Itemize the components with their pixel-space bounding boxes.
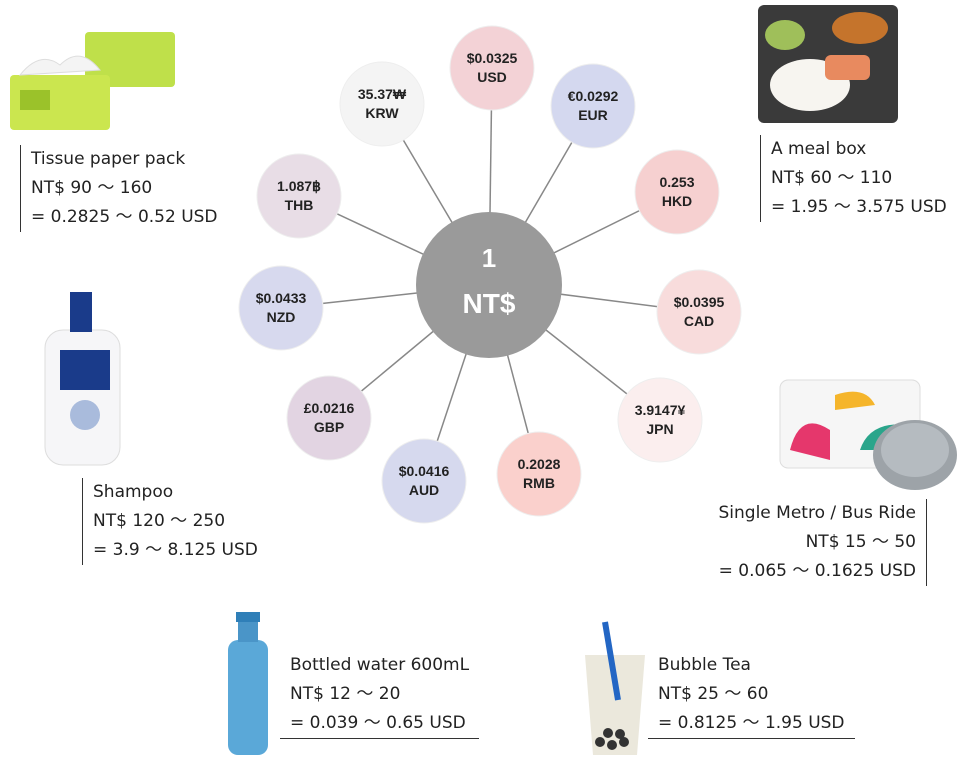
currency-code: THB: [285, 197, 314, 213]
item-name: Bubble Tea: [658, 651, 845, 680]
item-price: NT$ 120 ～ 250: [93, 507, 258, 536]
currency-node: [657, 270, 741, 354]
item-usd: = 0.2825 ～ 0.52 USD: [31, 203, 218, 232]
currency-node: [551, 64, 635, 148]
currency-hub: $0.0325 USD €0.0292 EUR 0.253 HKD $0.0395 CAD 3.…: [239, 26, 741, 523]
bubble-tea-image: [585, 622, 645, 755]
currency-node: [635, 150, 719, 234]
currency-node: [497, 432, 581, 516]
center-node: [416, 212, 562, 358]
currency-node: [618, 378, 702, 462]
meal-box-image: [758, 5, 898, 123]
currency-rate: 0.253: [659, 174, 694, 190]
currency-rate: 0.2028: [518, 456, 561, 472]
currency-node: [450, 26, 534, 110]
currency-rate: $0.0395: [674, 294, 725, 310]
currency-rate: $0.0325: [467, 50, 518, 66]
item-usd: = 3.9 ～ 8.125 USD: [93, 536, 258, 565]
currency-node: [340, 62, 424, 146]
item-name: Shampoo: [93, 478, 258, 507]
currency-code: NZD: [267, 309, 296, 325]
currency-rate: $0.0416: [399, 463, 450, 479]
currency-code: KRW: [365, 105, 399, 121]
item-price: NT$ 25 ～ 60: [658, 680, 845, 709]
center-currency: NT$: [463, 288, 516, 319]
currency-rate: €0.0292: [568, 88, 619, 104]
item-name: Tissue paper pack: [31, 145, 218, 174]
item-price: NT$ 90 ～ 160: [31, 174, 218, 203]
currency-code: JPN: [646, 421, 673, 437]
item-price: NT$ 12 ～ 20: [290, 680, 469, 709]
currency-code: USD: [477, 69, 507, 85]
shampoo-image: [45, 292, 120, 465]
item-name: A meal box: [771, 135, 947, 164]
center-number: 1: [482, 243, 496, 273]
currency-rate: $0.0433: [256, 290, 307, 306]
currency-code: EUR: [578, 107, 608, 123]
item-price: NT$ 15 ～ 50: [719, 528, 917, 557]
currency-node: [239, 266, 323, 350]
water-image: [228, 612, 268, 755]
currency-node: [257, 154, 341, 238]
currency-code: AUD: [409, 482, 439, 498]
tissue-image: [10, 32, 175, 130]
currency-rate: 35.37₩: [358, 86, 407, 102]
currency-rate: £0.0216: [304, 400, 355, 416]
diagram: $0.0325 USD €0.0292 EUR 0.253 HKD $0.0395 CAD 3.…: [0, 0, 967, 760]
item-usd: = 0.039 ～ 0.65 USD: [290, 709, 469, 738]
currency-rate: 1.087฿: [277, 178, 321, 194]
currency-code: HKD: [662, 193, 692, 209]
item-name: Bottled water 600mL: [290, 651, 469, 680]
currency-code: CAD: [684, 313, 714, 329]
page: $0.0325 USD €0.0292 EUR 0.253 HKD $0.0395 CAD 3.…: [0, 0, 967, 760]
item-usd: = 1.95 ～ 3.575 USD: [771, 193, 947, 222]
item-price: NT$ 60 ～ 110: [771, 164, 947, 193]
item-usd: = 0.8125 ～ 1.95 USD: [658, 709, 845, 738]
currency-node: [382, 439, 466, 523]
item-name: Single Metro / Bus Ride: [719, 499, 917, 528]
currency-rate: 3.9147¥: [635, 402, 686, 418]
currency-code: GBP: [314, 419, 344, 435]
item-usd: = 0.065 ～ 0.1625 USD: [719, 557, 917, 586]
metro-card-image: [780, 380, 957, 490]
currency-code: RMB: [523, 475, 555, 491]
currency-node: [287, 376, 371, 460]
